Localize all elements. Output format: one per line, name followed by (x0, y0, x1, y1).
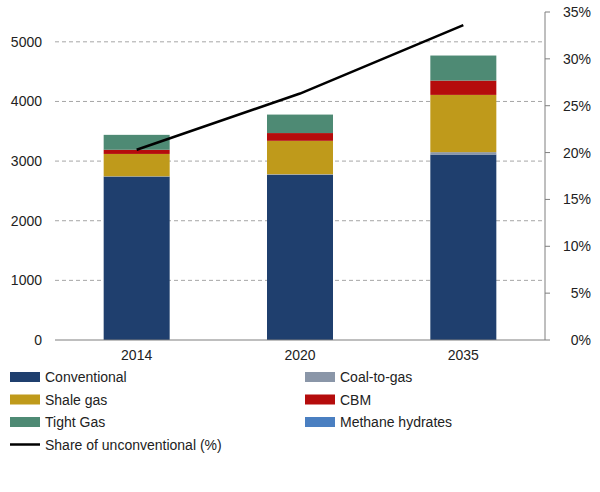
x-tick-label: 2035 (448, 347, 479, 363)
legend-label: Methane hydrates (340, 414, 452, 430)
y-tick-label: 1000 (11, 272, 42, 288)
y-tick-label: 4000 (11, 93, 42, 109)
bar-segment (430, 55, 496, 56)
y2-tick-label: 0% (571, 332, 591, 348)
y-tick-label: 5000 (11, 34, 42, 50)
y2-tick-label: 30% (563, 51, 591, 67)
bar-segment (104, 177, 170, 340)
legend-swatch (10, 443, 40, 446)
y2-tick-label: 20% (563, 145, 591, 161)
y2-tick (545, 105, 550, 106)
y-tick-label: 3000 (11, 153, 42, 169)
legend-label: CBM (340, 392, 371, 408)
y2-axis-line (545, 12, 546, 340)
legend-label: Shale gas (45, 392, 107, 408)
y-tick-label: 0 (34, 332, 42, 348)
legend-swatch (10, 372, 40, 382)
bar-segment (267, 114, 333, 115)
y2-tick-label: 15% (563, 191, 591, 207)
y2-tick (545, 12, 550, 13)
legend-swatch (305, 395, 335, 405)
bar-segment (267, 175, 333, 340)
legend-label: Coal-to-gas (340, 369, 412, 385)
legend-label: Tight Gas (45, 414, 105, 430)
bar-segment (430, 56, 496, 81)
legend-swatch (10, 417, 40, 427)
y2-tick (545, 152, 550, 153)
grid-line (55, 41, 545, 42)
chart: 0 1000 2000 3000 4000 5000 0% 5% 10% 15% 20% 25% 30%… (0, 0, 600, 492)
bar-segment (430, 152, 496, 154)
y2-tick-label: 25% (563, 98, 591, 114)
bar-segment (430, 95, 496, 152)
bar-segment (430, 155, 496, 340)
y2-tick-label: 35% (563, 4, 591, 20)
y2-tick (545, 340, 550, 341)
legend-swatch (305, 372, 335, 382)
legend-swatch (305, 417, 335, 427)
y2-tick (545, 199, 550, 200)
legend-label: Share of unconventional (%) (45, 437, 222, 453)
bar-segment (430, 81, 496, 95)
legend: Conventional Coal-to-gas Shale gas CBM Tight… (10, 369, 452, 453)
legend-label: Conventional (45, 369, 127, 385)
x-axis-line (55, 340, 545, 341)
bar-segment (104, 154, 170, 176)
bar-segment (267, 115, 333, 133)
bar-segment (267, 133, 333, 141)
y2-tick (545, 58, 550, 59)
legend-swatch (10, 395, 40, 405)
y2-tick-label: 5% (571, 285, 591, 301)
y-tick-label: 2000 (11, 213, 42, 229)
plot-area (104, 25, 497, 340)
y2-tick-label: 10% (563, 238, 591, 254)
bar-segment (104, 150, 170, 154)
y2-tick (545, 293, 550, 294)
x-tick-label: 2014 (121, 347, 152, 363)
x-tick-label: 2020 (284, 347, 315, 363)
bar-segment (267, 141, 333, 174)
y2-tick (545, 246, 550, 247)
bar-segment (104, 134, 170, 135)
line (137, 25, 464, 150)
